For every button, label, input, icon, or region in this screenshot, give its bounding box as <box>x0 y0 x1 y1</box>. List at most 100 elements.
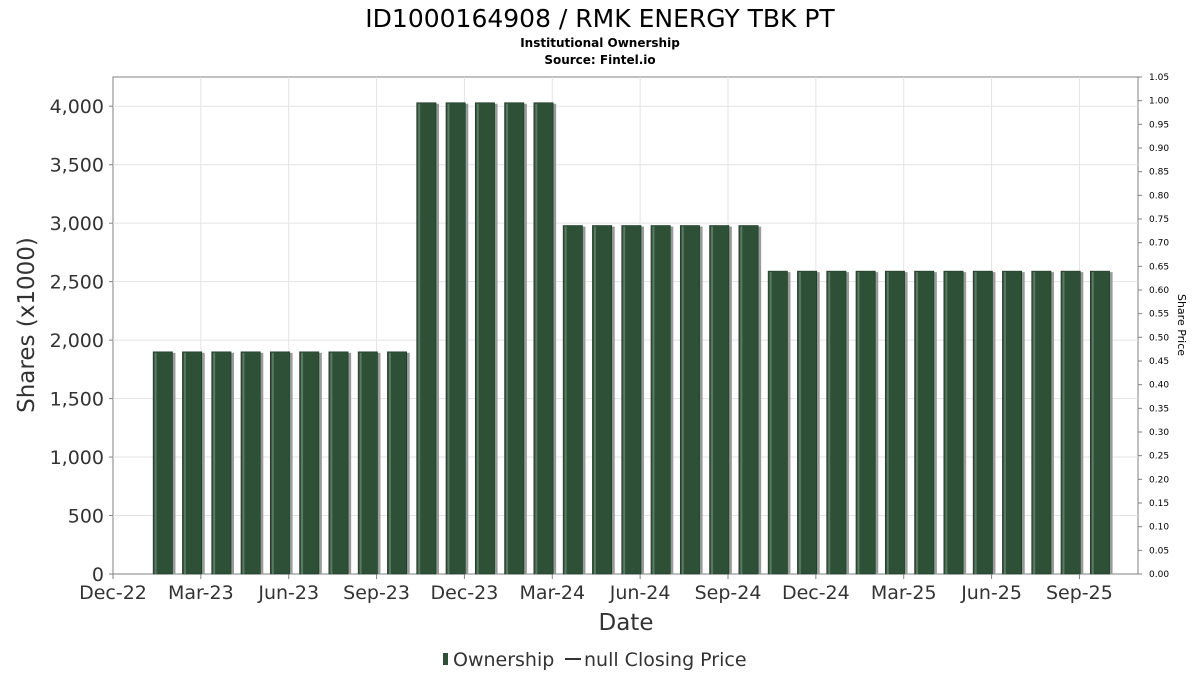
x-tick-label: Mar-23 <box>168 582 234 604</box>
x-axis-label: Date <box>599 610 654 636</box>
y2-tick-label: 0.55 <box>1149 310 1169 320</box>
ownership-bar <box>211 351 232 575</box>
y2-tick-label: 0.50 <box>1149 333 1169 343</box>
ownership-bar <box>738 225 759 575</box>
bar-highlight <box>388 352 391 574</box>
ownership-bar <box>621 225 642 575</box>
ownership-bar <box>914 270 935 575</box>
bar-highlight <box>623 226 626 574</box>
ownership-bar <box>797 270 818 575</box>
bar-highlight <box>1091 272 1094 574</box>
y-axis-left: 0 500 1,000 1,500 2,000 2,500 3,000 3,500 4,000 <box>50 96 113 586</box>
y-tick-label: 2,500 <box>50 272 104 294</box>
ownership-bar <box>240 351 261 575</box>
ownership-bar <box>182 351 203 575</box>
ownership-bar <box>767 270 788 575</box>
bar-highlight <box>1003 272 1006 574</box>
bar-highlight <box>652 226 655 574</box>
bar-highlight <box>301 352 304 574</box>
x-tick-label: Jun-24 <box>609 582 671 604</box>
bar-highlight <box>681 226 684 574</box>
y2-tick-label: 1.05 <box>1149 73 1169 83</box>
x-tick-label: Mar-25 <box>871 582 937 604</box>
x-axis: Dec-22 Mar-23 Jun-23 Sep-23 Dec-23 Mar-24 Jun-… <box>79 574 1113 604</box>
y2-tick-label: 0.65 <box>1149 262 1169 272</box>
ownership-bar <box>826 270 847 575</box>
ownership-bar <box>650 225 671 575</box>
y2-tick-label: 0.35 <box>1149 404 1169 414</box>
ownership-bar <box>357 351 378 575</box>
legend-ownership-swatch <box>443 653 448 665</box>
ownership-bar <box>1089 270 1110 575</box>
y2-tick-label: 0.80 <box>1149 191 1169 201</box>
y-tick-label: 4,000 <box>50 96 104 118</box>
y-axis-right: 0.00 0.05 0.10 0.15 0.20 0.25 0.30 0.35 0.40 0.45… <box>1138 73 1169 580</box>
y2-tick-label: 0.15 <box>1149 499 1169 509</box>
ownership-bar <box>592 225 613 575</box>
legend-ownership-label: Ownership <box>453 649 554 671</box>
bar-highlight <box>740 226 743 574</box>
ownership-bar <box>972 270 993 575</box>
bar-highlight <box>564 226 567 574</box>
x-tick-label: Mar-24 <box>519 582 585 604</box>
x-tick-label: Jun-25 <box>960 582 1022 604</box>
y-tick-label: 1,500 <box>50 389 104 411</box>
y2-tick-label: 1.00 <box>1149 97 1169 107</box>
bar-highlight <box>183 352 186 574</box>
ownership-bar <box>679 225 700 575</box>
y2-tick-label: 0.45 <box>1149 357 1169 367</box>
bar-highlight <box>476 103 479 575</box>
chart-subtitle: Institutional Ownership <box>520 36 680 50</box>
y2-tick-label: 0.10 <box>1149 523 1169 533</box>
ownership-bar <box>387 351 408 575</box>
ownership-bar <box>152 351 173 575</box>
bar-highlight <box>857 272 860 574</box>
bar-highlight <box>359 352 362 574</box>
y2-tick-label: 0.75 <box>1149 215 1169 225</box>
ownership-bar <box>855 270 876 575</box>
bar-highlight <box>506 103 509 575</box>
ownership-bar <box>269 351 290 575</box>
bar-highlight <box>418 103 421 575</box>
x-tick-label: Dec-23 <box>431 582 499 604</box>
y2-tick-label: 0.70 <box>1149 239 1169 249</box>
ownership-bar <box>884 270 905 575</box>
bar-highlight <box>711 226 714 574</box>
bar-highlight <box>769 272 772 574</box>
ownership-bar <box>416 102 437 575</box>
bar-highlight <box>213 352 216 574</box>
bar-highlight <box>330 352 333 574</box>
x-tick-label: Sep-25 <box>1046 582 1113 604</box>
bar-highlight <box>886 272 889 574</box>
y-tick-label: 1,000 <box>50 447 104 469</box>
y2-tick-label: 0.60 <box>1149 286 1169 296</box>
y-tick-label: 3,500 <box>50 155 104 177</box>
ownership-bar <box>709 225 730 575</box>
bar-highlight <box>1033 272 1036 574</box>
x-tick-label: Sep-24 <box>695 582 762 604</box>
legend-price-label: null Closing Price <box>584 649 747 671</box>
bar-highlight <box>271 352 274 574</box>
y2-tick-label: 0.95 <box>1149 120 1169 130</box>
ownership-bar <box>533 102 554 575</box>
y2-axis-label: Share Price <box>1175 294 1188 356</box>
bar-highlight <box>1062 272 1065 574</box>
bar-highlight <box>828 272 831 574</box>
y-tick-label: 0 <box>92 564 104 586</box>
ownership-bar <box>1002 270 1023 575</box>
bar-highlight <box>945 272 948 574</box>
y2-tick-label: 0.40 <box>1149 381 1169 391</box>
ownership-bar <box>445 102 466 575</box>
bar-highlight <box>593 226 596 574</box>
bar-series-ownership <box>152 102 1113 575</box>
y2-tick-label: 0.00 <box>1149 570 1169 580</box>
x-tick-label: Sep-23 <box>343 582 410 604</box>
x-tick-label: Dec-24 <box>782 582 850 604</box>
ownership-bar <box>474 102 495 575</box>
ownership-bar <box>299 351 320 575</box>
y2-tick-label: 0.90 <box>1149 144 1169 154</box>
y-tick-label: 500 <box>68 506 104 528</box>
legend: Ownership null Closing Price <box>443 649 747 671</box>
y2-tick-label: 0.20 <box>1149 475 1169 485</box>
